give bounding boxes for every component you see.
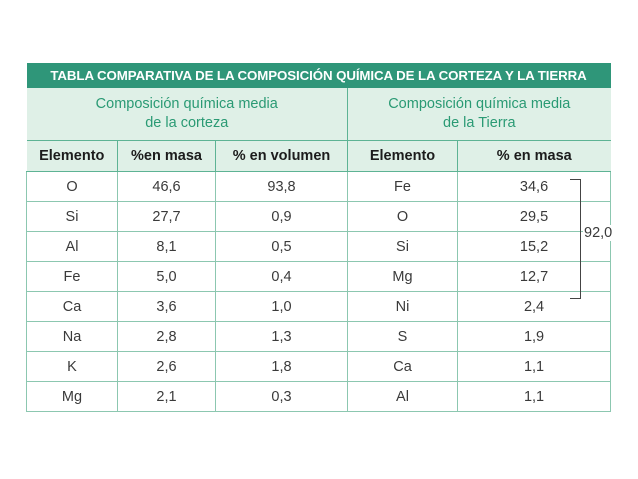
crust-mass-cell: 2,1	[117, 381, 216, 412]
crust-mass-cell: 2,6	[117, 351, 216, 382]
composition-table-container: TABLA COMPARATIVA DE LA COMPOSICIÓN QUÍM…	[26, 63, 614, 412]
crust-element-cell: Mg	[26, 381, 118, 412]
earth-mass-cell: 12,7	[457, 261, 612, 292]
earth-mass-header: % en masa	[457, 140, 611, 172]
crust-element-cell: Fe	[26, 261, 118, 292]
table-row: Al 8,1 0,5 Si 15,2	[26, 231, 612, 262]
table-row: Mg 2,1 0,3 Al 1,1	[26, 381, 612, 412]
table-title-row: TABLA COMPARATIVA DE LA COMPOSICIÓN QUÍM…	[26, 63, 611, 88]
table-row: K 2,6 1,8 Ca 1,1	[26, 351, 612, 382]
table-row: Si 27,7 0,9 O 29,5	[26, 201, 612, 232]
crust-volume-cell: 1,0	[215, 291, 348, 322]
earth-mass-cell: 1,9	[457, 321, 612, 352]
crust-element-cell: O	[26, 171, 118, 202]
table-row: Ca 3,6 1,0 Ni 2,4	[26, 291, 612, 322]
crust-volume-cell: 0,3	[215, 381, 348, 412]
earth-element-cell: S	[347, 321, 458, 352]
earth-element-cell: Mg	[347, 261, 458, 292]
crust-mass-header: %en masa	[117, 140, 216, 172]
earth-element-cell: Si	[347, 231, 458, 262]
crust-element-cell: Na	[26, 321, 118, 352]
crust-volume-cell: 0,4	[215, 261, 348, 292]
crust-volume-header: % en volumen	[215, 140, 348, 172]
bracket-total-value: 92,0	[583, 225, 614, 241]
earth-mass-cell: 2,4	[457, 291, 612, 322]
earth-mass-cell: 1,1	[457, 351, 612, 382]
earth-mass-cell: 34,6	[457, 171, 612, 202]
crust-volume-cell: 93,8	[215, 171, 348, 202]
composition-table: TABLA COMPARATIVA DE LA COMPOSICIÓN QUÍM…	[26, 63, 612, 412]
crust-mass-cell: 2,8	[117, 321, 216, 352]
group-header-row: Composición química media de la corteza …	[26, 88, 611, 141]
earth-element-cell: Ni	[347, 291, 458, 322]
crust-volume-cell: 1,8	[215, 351, 348, 382]
crust-element-cell: Si	[26, 201, 118, 232]
table-row: Fe 5,0 0,4 Mg 12,7	[26, 261, 612, 292]
table-title: TABLA COMPARATIVA DE LA COMPOSICIÓN QUÍM…	[26, 63, 611, 88]
crust-volume-cell: 0,5	[215, 231, 348, 262]
crust-volume-cell: 1,3	[215, 321, 348, 352]
earth-element-header: Elemento	[347, 140, 458, 172]
crust-element-cell: Ca	[26, 291, 118, 322]
earth-element-cell: Al	[347, 381, 458, 412]
earth-group-header: Composición química media de la Tierra	[347, 88, 611, 141]
crust-mass-cell: 8,1	[117, 231, 216, 262]
table-row: O 46,6 93,8 Fe 34,6	[26, 171, 612, 202]
crust-element-cell: K	[26, 351, 118, 382]
earth-element-cell: Ca	[347, 351, 458, 382]
earth-mass-cell: 1,1	[457, 381, 612, 412]
crust-mass-cell: 5,0	[117, 261, 216, 292]
crust-mass-cell: 46,6	[117, 171, 216, 202]
table-body: O 46,6 93,8 Fe 34,6 Si 27,7 0,9 O 29,5 Al 8,1 0,5 Si 1…	[26, 171, 612, 412]
total-bracket	[570, 179, 581, 299]
crust-mass-cell: 27,7	[117, 201, 216, 232]
crust-element-header: Elemento	[26, 140, 118, 172]
crust-group-header: Composición química media de la corteza	[26, 88, 348, 141]
column-header-row: Elemento %en masa % en volumen Elemento …	[26, 140, 611, 172]
earth-element-cell: Fe	[347, 171, 458, 202]
crust-element-cell: Al	[26, 231, 118, 262]
earth-element-cell: O	[347, 201, 458, 232]
earth-mass-cell: 15,2	[457, 231, 612, 262]
crust-mass-cell: 3,6	[117, 291, 216, 322]
crust-volume-cell: 0,9	[215, 201, 348, 232]
table-row: Na 2,8 1,3 S 1,9	[26, 321, 612, 352]
